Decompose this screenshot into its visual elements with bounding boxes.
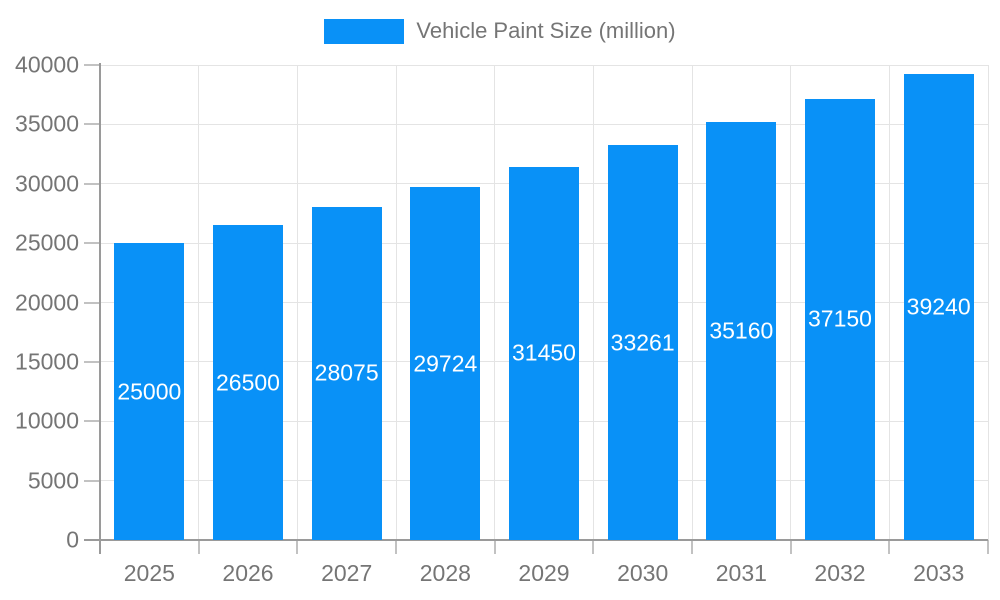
y-axis-tick bbox=[84, 360, 100, 363]
y-axis-tick-label: 20000 bbox=[15, 289, 79, 315]
bar-value-label: 31450 bbox=[512, 339, 576, 366]
x-axis-category-label: 2028 bbox=[419, 560, 471, 586]
x-axis-tick bbox=[789, 540, 792, 554]
bar-2025 bbox=[114, 243, 185, 540]
chart-legend: Vehicle Paint Size (million) bbox=[0, 18, 1000, 44]
x-axis-tick bbox=[197, 540, 200, 554]
x-gridline bbox=[395, 65, 397, 540]
y-axis-tick bbox=[84, 123, 100, 126]
bar-2033 bbox=[903, 74, 974, 540]
legend-label: Vehicle Paint Size (million) bbox=[416, 18, 676, 43]
bar-value-label: 26500 bbox=[216, 369, 280, 396]
bar-value-label: 33261 bbox=[610, 329, 675, 355]
x-axis-category-label: 2029 bbox=[518, 560, 570, 586]
y-axis-tick bbox=[84, 479, 100, 482]
y-gridline bbox=[100, 123, 988, 125]
bar-2030 bbox=[607, 145, 678, 540]
x-axis-tick bbox=[493, 540, 496, 554]
x-axis-category-label: 2032 bbox=[814, 560, 866, 586]
x-axis-category-label: 2031 bbox=[715, 560, 767, 586]
x-gridline bbox=[790, 65, 792, 540]
y-axis-tick bbox=[84, 242, 100, 245]
y-axis-tick bbox=[84, 301, 100, 304]
x-gridline bbox=[888, 65, 890, 540]
x-axis-tick bbox=[888, 540, 891, 554]
bar-2031 bbox=[706, 122, 777, 540]
x-gridline bbox=[198, 65, 200, 540]
y-axis-tick-label: 10000 bbox=[15, 407, 79, 434]
y-axis-tick bbox=[84, 64, 100, 66]
x-axis-tick bbox=[395, 540, 397, 554]
legend-item-vehicle-paint-size[interactable]: Vehicle Paint Size (million) bbox=[324, 18, 676, 44]
x-axis-tick bbox=[987, 540, 989, 554]
bar-value-label: 35160 bbox=[709, 317, 774, 344]
x-gridline bbox=[494, 65, 496, 540]
bar-2032 bbox=[805, 98, 875, 540]
bar-2026 bbox=[213, 225, 283, 540]
x-gridline bbox=[592, 65, 594, 540]
legend-color-swatch bbox=[324, 18, 405, 44]
bar-2028 bbox=[410, 187, 481, 540]
x-axis-tick bbox=[296, 540, 299, 554]
x-axis-category-label: 2033 bbox=[913, 560, 965, 586]
x-gridline bbox=[296, 65, 298, 540]
y-axis-tick bbox=[84, 420, 100, 423]
bar-value-label: 37150 bbox=[808, 305, 872, 332]
y-axis-tick bbox=[84, 182, 100, 185]
x-axis-category-label: 2025 bbox=[123, 560, 175, 586]
x-axis-tick bbox=[592, 540, 595, 554]
bar-value-label: 29724 bbox=[413, 350, 478, 376]
x-gridline bbox=[691, 65, 693, 540]
y-axis-tick-label: 5000 bbox=[27, 467, 79, 494]
y-axis-tick-label: 15000 bbox=[15, 348, 79, 375]
y-axis-tick-label: 35000 bbox=[15, 110, 79, 137]
bar-value-label: 25000 bbox=[117, 378, 182, 405]
x-axis-line bbox=[84, 539, 988, 541]
x-axis-tick bbox=[691, 540, 693, 554]
x-gridline bbox=[987, 65, 989, 540]
x-axis-category-label: 2027 bbox=[321, 560, 373, 586]
bar-2027 bbox=[311, 206, 382, 540]
y-axis-tick-label: 25000 bbox=[15, 229, 79, 256]
y-axis-line bbox=[99, 63, 101, 554]
x-axis-category-label: 2026 bbox=[222, 560, 274, 586]
bar-2029 bbox=[509, 166, 579, 540]
bar-value-label: 28075 bbox=[314, 359, 379, 386]
y-axis-tick-label: 40000 bbox=[15, 51, 79, 78]
y-axis-tick-label: 30000 bbox=[15, 170, 79, 197]
x-axis-category-label: 2030 bbox=[617, 560, 669, 586]
y-axis-tick-label: 0 bbox=[66, 526, 79, 553]
y-gridline bbox=[100, 64, 988, 66]
bar-value-label: 39240 bbox=[906, 293, 971, 320]
